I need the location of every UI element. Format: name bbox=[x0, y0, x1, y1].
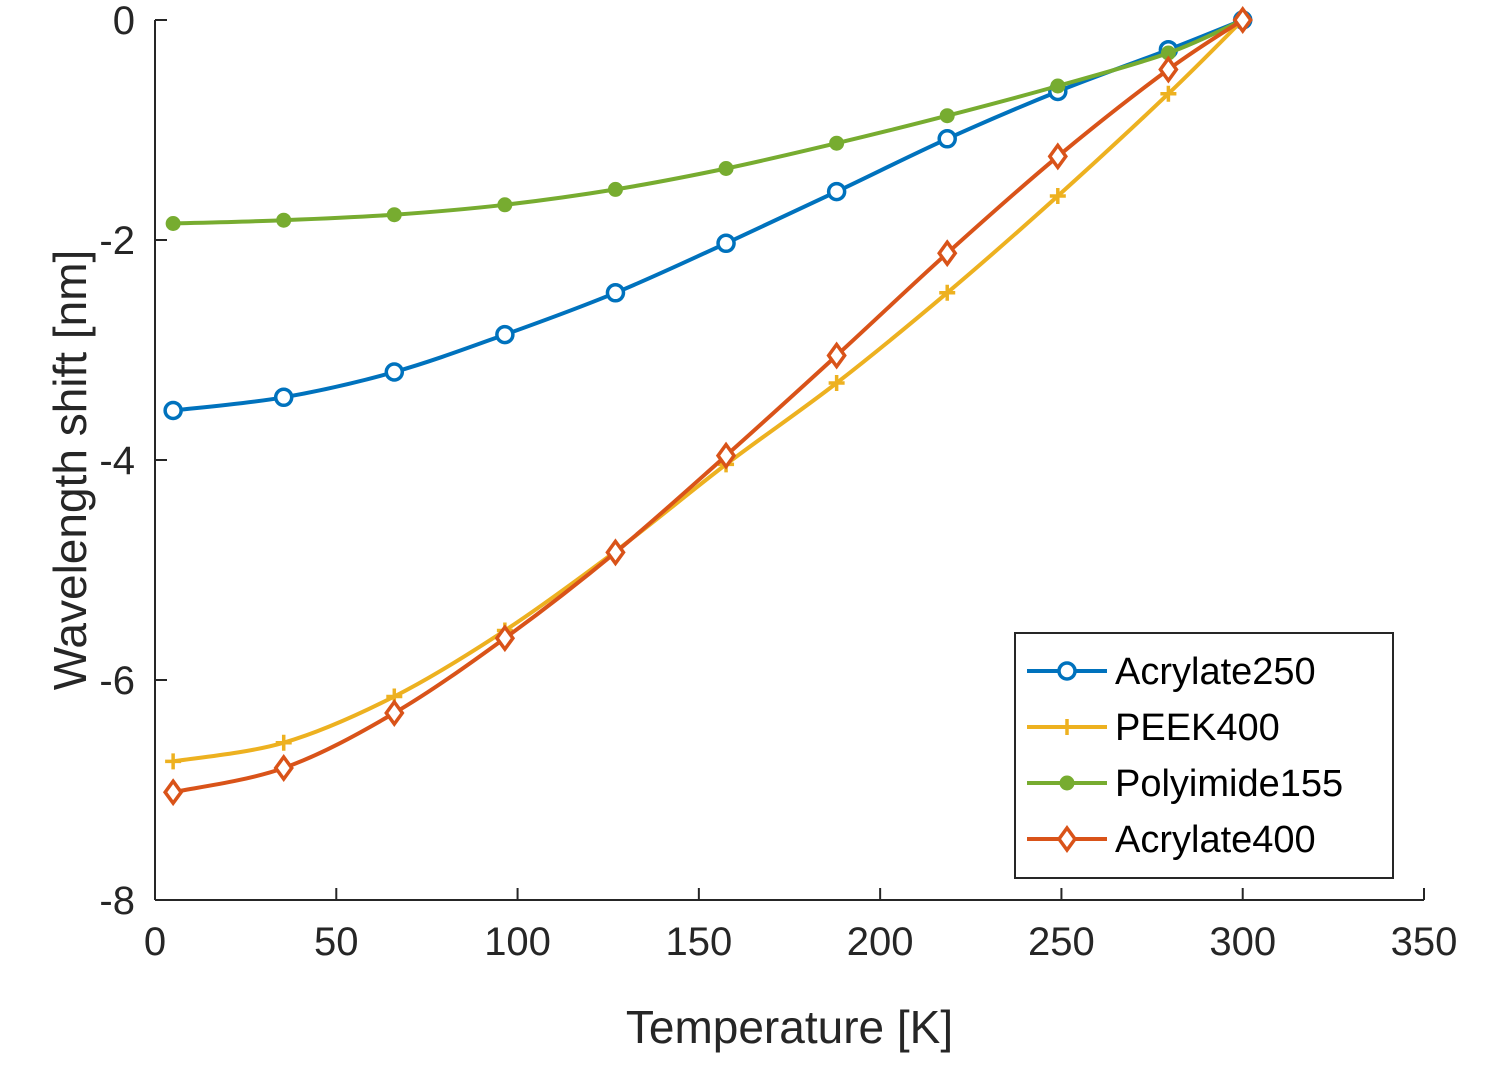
data-point bbox=[829, 135, 845, 151]
data-point bbox=[718, 161, 734, 176]
y-tick-label: -2 bbox=[99, 219, 135, 263]
data-point bbox=[1047, 142, 1068, 171]
legend-marker bbox=[1057, 661, 1077, 681]
data-point bbox=[1049, 188, 1066, 204]
data-point bbox=[828, 375, 845, 391]
data-point bbox=[826, 341, 847, 370]
x-tick-label: 150 bbox=[665, 920, 732, 964]
data-point bbox=[384, 362, 405, 382]
data-point bbox=[1160, 85, 1177, 102]
series-acrylate250 bbox=[163, 10, 1253, 421]
data-point bbox=[162, 778, 184, 807]
data-point bbox=[939, 284, 956, 301]
legend-item: Acrylate400 bbox=[1027, 819, 1316, 861]
data-point bbox=[826, 181, 847, 202]
data-point bbox=[1050, 78, 1066, 94]
y-tick-label: -4 bbox=[99, 439, 135, 483]
legend-item: Polyimide155 bbox=[1027, 763, 1343, 805]
data-point bbox=[165, 216, 181, 231]
data-point bbox=[495, 324, 515, 345]
legend-item: PEEK400 bbox=[1027, 707, 1280, 749]
data-point bbox=[384, 699, 405, 727]
data-point bbox=[937, 129, 957, 149]
legend-label: Acrylate250 bbox=[1115, 651, 1316, 693]
legend-marker bbox=[1056, 825, 1078, 853]
legend-item: Acrylate250 bbox=[1027, 651, 1316, 693]
y-tick-label: -6 bbox=[99, 659, 135, 703]
data-point bbox=[275, 734, 292, 751]
y-tick-label: 0 bbox=[113, 0, 135, 43]
legend-label: Polyimide155 bbox=[1115, 763, 1343, 805]
legend: Acrylate250 PEEK400 Polyimide155 Acrylate40… bbox=[1014, 632, 1394, 879]
data-point bbox=[1232, 6, 1253, 34]
data-point bbox=[276, 212, 292, 228]
x-tick-label: 250 bbox=[1028, 920, 1095, 964]
data-point bbox=[715, 441, 737, 470]
data-point bbox=[273, 387, 294, 408]
data-point bbox=[494, 624, 516, 653]
x-tick-label: 300 bbox=[1209, 920, 1276, 964]
x-tick-label: 200 bbox=[847, 920, 914, 964]
data-point bbox=[939, 108, 955, 124]
data-point bbox=[1158, 55, 1179, 84]
series-acrylate400 bbox=[162, 6, 1253, 807]
data-point bbox=[607, 181, 623, 197]
data-point bbox=[937, 239, 958, 268]
legend-marker bbox=[1059, 775, 1075, 791]
x-tick-label: 100 bbox=[484, 920, 551, 964]
legend-label: PEEK400 bbox=[1115, 707, 1280, 749]
series-line bbox=[171, 18, 1245, 226]
x-tick-label: 50 bbox=[314, 920, 359, 964]
x-tick-label: 0 bbox=[144, 920, 166, 964]
y-axis-title: Wavelength shift [nm] bbox=[44, 250, 96, 691]
x-tick-label: 350 bbox=[1391, 920, 1458, 964]
data-point bbox=[386, 207, 402, 223]
data-point bbox=[165, 753, 182, 770]
data-point bbox=[273, 754, 294, 782]
y-tick-label: -8 bbox=[99, 879, 135, 923]
legend-label: Acrylate400 bbox=[1115, 819, 1316, 861]
legend-marker bbox=[1059, 719, 1075, 735]
data-point bbox=[497, 197, 513, 213]
data-point bbox=[716, 233, 736, 254]
data-point bbox=[605, 538, 626, 567]
series-layer bbox=[162, 6, 1253, 807]
axes-layer: 0 50 100 150 200 250 300 350 -8 -6 -4 -2 0 bbox=[99, 0, 1457, 964]
data-point bbox=[605, 283, 626, 303]
data-point bbox=[163, 400, 183, 421]
x-axis-title: Temperature [K] bbox=[626, 1001, 953, 1053]
series-polyimide155 bbox=[165, 12, 1251, 231]
